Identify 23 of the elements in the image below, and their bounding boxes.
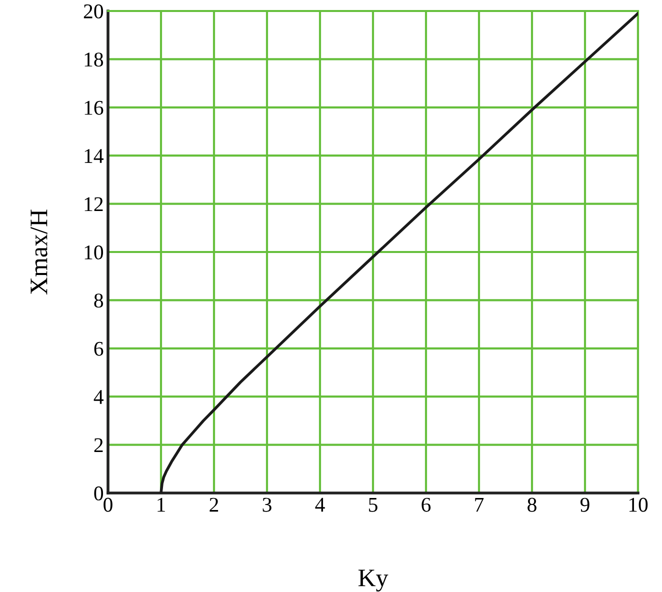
y-tick-label: 2 — [94, 438, 103, 452]
x-tick-label: 6 — [422, 498, 431, 512]
x-tick-label: 7 — [475, 498, 484, 512]
y-tick-label: 16 — [84, 100, 104, 115]
x-tick-label: 3 — [262, 498, 272, 512]
x-tick-label: 1 — [158, 498, 165, 512]
y-tick-label: 14 — [84, 149, 104, 163]
y-tick-label: 10 — [84, 245, 104, 260]
y-tick-label: 4 — [94, 390, 104, 404]
x-tick-label: 5 — [369, 498, 378, 512]
y-axis-title: Xmax/H — [30, 210, 48, 294]
y-tick-label: 12 — [84, 197, 103, 212]
x-tick-label: 9 — [580, 498, 590, 512]
x-tick-label: 8 — [528, 498, 536, 512]
x-tick-label: 10 — [629, 498, 648, 512]
y-tick-label: 20 — [84, 4, 104, 18]
y-tick-label: 8 — [94, 294, 104, 308]
x-axis-title: Ky — [358, 570, 388, 592]
x-tick-label: 2 — [210, 498, 218, 512]
x-tick-label: 4 — [315, 498, 325, 512]
y-tick-label: 6 — [94, 342, 104, 356]
y-tick-label: 0 — [94, 486, 104, 500]
y-tick-label: 18 — [84, 52, 104, 67]
